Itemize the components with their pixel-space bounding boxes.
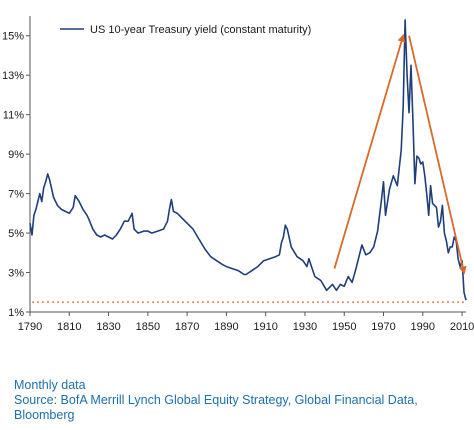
chart-footer: Monthly data Source: BofA Merrill Lynch … bbox=[14, 378, 469, 423]
y-tick-label: 15% bbox=[2, 31, 24, 43]
x-tick-label: 1910 bbox=[253, 321, 277, 333]
footer-note: Monthly data bbox=[14, 378, 86, 392]
y-tick-label: 9% bbox=[8, 149, 24, 161]
treasury-yield-chart: 1% 3% 5% 7% 9% 11% 13% 15% 1790 1810 1830 1850 1870 1… bbox=[2, 16, 474, 333]
series-line bbox=[29, 19, 467, 301]
trend-arrow bbox=[408, 35, 467, 275]
x-tick-label: 1870 bbox=[175, 321, 199, 333]
annotation-layer bbox=[333, 33, 467, 275]
footer-source: Source: BofA Merrill Lynch Global Equity… bbox=[14, 393, 418, 407]
y-tick-label: 13% bbox=[2, 70, 24, 82]
y-tick-label: 5% bbox=[8, 228, 24, 240]
x-tick-label: 1930 bbox=[293, 321, 317, 333]
x-tick-label: 1970 bbox=[371, 321, 395, 333]
y-tick-label: 3% bbox=[8, 268, 24, 280]
legend: US 10-year Treasury yield (constant matu… bbox=[60, 24, 311, 36]
legend-label: US 10-year Treasury yield (constant matu… bbox=[90, 24, 311, 36]
y-tick-label: 7% bbox=[8, 189, 24, 201]
axes: 1% 3% 5% 7% 9% 11% 13% 15% 1790 1810 1830 1850 1870 1… bbox=[2, 16, 474, 333]
x-tick-label: 1790 bbox=[18, 321, 42, 333]
y-tick-label: 11% bbox=[3, 110, 24, 122]
x-tick-label: 1990 bbox=[411, 321, 435, 333]
x-tick-label: 1850 bbox=[136, 321, 160, 333]
x-tick-label: 1950 bbox=[332, 321, 356, 333]
trend-arrow bbox=[333, 33, 406, 269]
footer-source-cont: Bloomberg bbox=[14, 408, 75, 422]
x-tick-label: 1890 bbox=[214, 321, 238, 333]
x-tick-label: 1810 bbox=[57, 321, 81, 333]
series-layer bbox=[29, 19, 467, 301]
x-tick-label: 1830 bbox=[96, 321, 120, 333]
x-tick-label: 2010 bbox=[450, 321, 474, 333]
y-tick-label: 1% bbox=[8, 307, 24, 319]
